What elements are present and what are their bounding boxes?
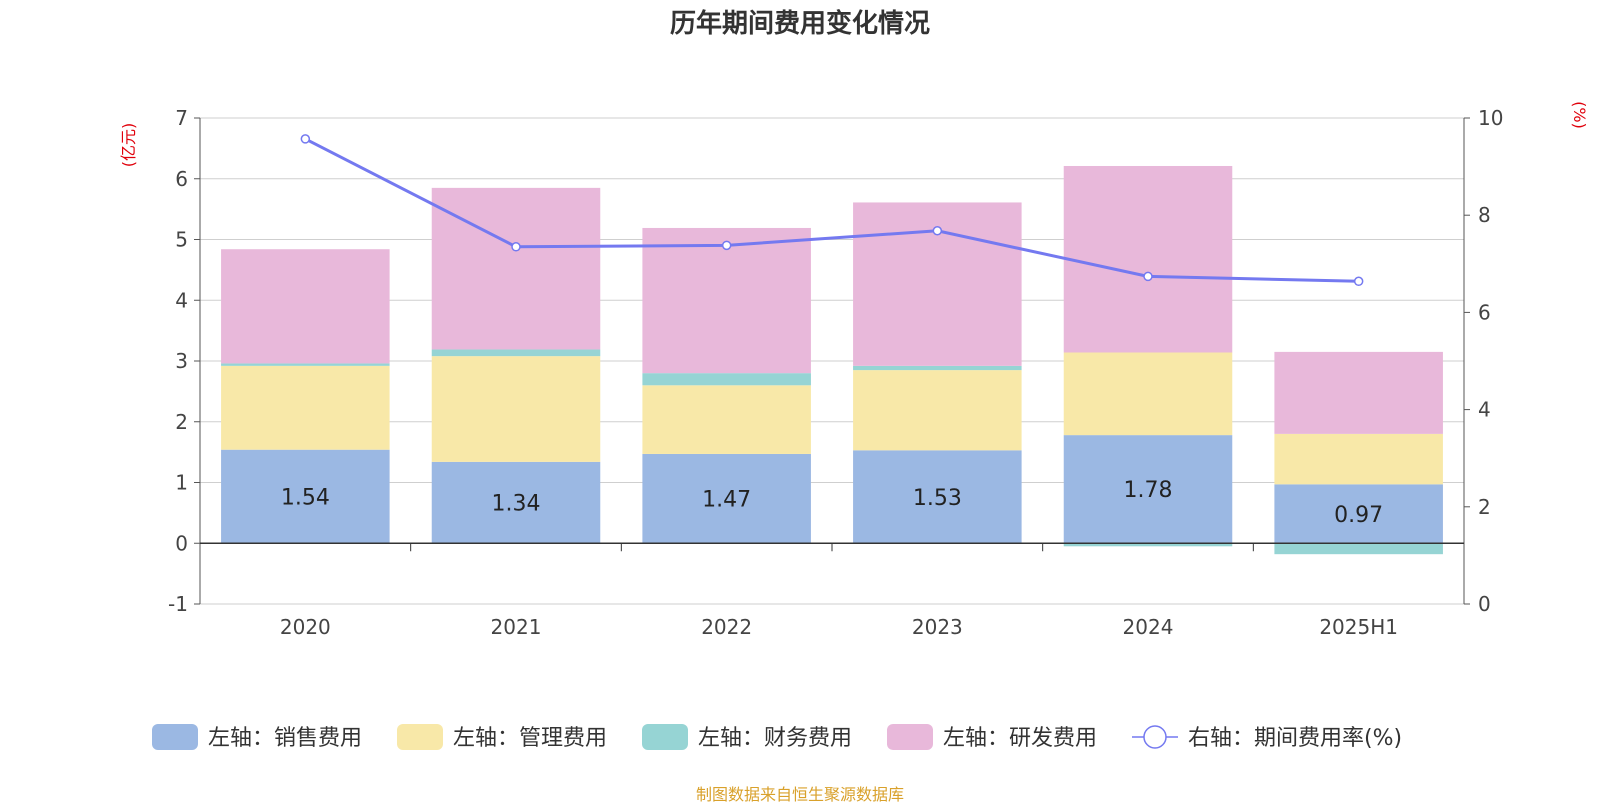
rate-point (1353, 276, 1364, 287)
bar-segment (1274, 433, 1443, 485)
rate-line-path (304, 137, 1359, 283)
bar-segment (642, 227, 811, 374)
right-axis-tick-label: 2 (1478, 495, 1491, 519)
bar-segment (431, 356, 601, 462)
right-axis-tick-label: 10 (1478, 106, 1503, 130)
bars (221, 165, 1443, 555)
bar-segment (221, 363, 390, 366)
right-axis-tick-label: 6 (1478, 300, 1491, 324)
bar-data-label: 1.47 (702, 488, 751, 513)
bar-segment (1063, 352, 1233, 436)
axes: -1 0 1 2 3 4 5 6 7 0 2 4 6 8 10 2020 2021 2022 2023 2024 202… (168, 106, 1503, 639)
bar-segment (1274, 351, 1443, 434)
bar-segment (1274, 484, 1443, 544)
left-axis-tick-label: 4 (175, 288, 188, 312)
left-axis-tick-label: 6 (175, 167, 188, 191)
legend-label: 左轴：财务费用 (698, 726, 852, 751)
x-axis-tick-label: 2025H1 (1319, 615, 1398, 639)
legend-label: 左轴：管理费用 (453, 726, 607, 751)
bar-segment (853, 365, 1022, 371)
left-axis-tick-label: -1 (168, 592, 188, 616)
left-axis-tick-label: 5 (175, 228, 188, 252)
legend-label: 右轴：期间费用率(%) (1188, 726, 1402, 751)
left-axis-tick-label: 3 (175, 349, 188, 373)
bar-segment (221, 365, 390, 450)
right-axis-tick-label: 0 (1478, 592, 1491, 616)
bar-segment (221, 249, 390, 364)
legend-swatch (152, 724, 198, 750)
rate-point (511, 242, 521, 252)
rate-point (1143, 271, 1153, 282)
left-axis-tick-label: 7 (175, 106, 188, 130)
x-axis-tick-label: 2021 (491, 615, 542, 639)
rate-point (932, 226, 943, 236)
rate-line (300, 134, 1364, 287)
rate-point (300, 134, 311, 144)
x-axis-tick-label: 2024 (1123, 615, 1174, 639)
source-note: 制图数据来自恒生聚源数据库 (695, 785, 904, 804)
legend: 左轴：销售费用 左轴：管理费用 左轴：财务费用 左轴：研发费用 右轴：期间费用率(%) (152, 724, 1402, 751)
bar-segment (642, 385, 811, 454)
left-axis-tick-label: 2 (175, 410, 188, 434)
legend-marker (1143, 725, 1167, 749)
x-axis-tick-label: 2022 (701, 615, 752, 639)
x-axis-tick-label: 2020 (280, 615, 331, 639)
bar-segment (1274, 543, 1443, 555)
bar-segment (431, 461, 601, 544)
bar-segment (642, 373, 811, 386)
x-axis-tick-label: 2023 (912, 615, 963, 639)
bar-data-label: 1.34 (492, 492, 541, 517)
bar-segment (1063, 435, 1233, 544)
bar-data-label: 1.54 (281, 485, 330, 510)
legend-swatch (397, 724, 443, 750)
bar-segment (1063, 165, 1233, 353)
legend-label: 左轴：研发费用 (943, 726, 1097, 751)
bar-segment (853, 450, 1022, 544)
bar-segment (431, 349, 601, 357)
bar-segment (431, 187, 601, 350)
bar-segment (853, 370, 1022, 451)
legend-swatch (642, 724, 688, 750)
right-axis-tick-label: 8 (1478, 203, 1491, 227)
bar-segment (642, 453, 811, 544)
left-axis-unit: (亿元) (119, 123, 138, 168)
left-axis-tick-label: 1 (175, 471, 188, 495)
legend-label: 左轴：销售费用 (208, 726, 362, 751)
right-axis-tick-label: 4 (1478, 398, 1491, 422)
left-axis-tick-label: 0 (175, 531, 188, 555)
bar-data-label: 1.53 (913, 486, 962, 511)
bar-data-label: 1.78 (1124, 478, 1173, 503)
bar-segment (1063, 543, 1233, 547)
data-labels: 1.54 1.34 1.47 1.53 1.78 0.97 (281, 478, 1383, 528)
rate-point (721, 240, 732, 251)
bar-data-label: 0.97 (1334, 503, 1383, 528)
legend-swatch (887, 724, 933, 750)
right-axis-unit: (%) (1570, 101, 1589, 129)
chart-title: 历年期间费用变化情况 (670, 8, 930, 39)
bar-segment (221, 449, 390, 544)
